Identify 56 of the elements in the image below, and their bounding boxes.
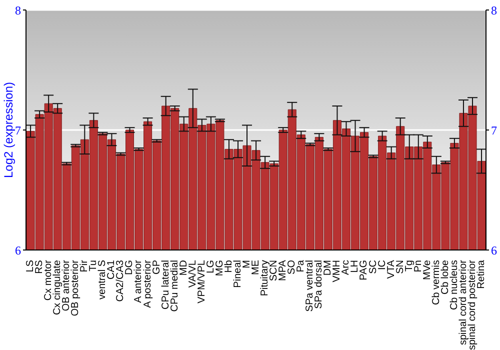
x-tick-label: CPu medial [169,260,180,312]
x-tick-label: Pir [79,259,90,272]
x-tick-label: DG [124,260,136,275]
x-tick-label: GP [151,260,162,274]
y-tick-label: 7 [15,123,21,138]
x-tick-label: VA/VL [187,260,198,288]
x-tick-label: A anterior [133,259,144,303]
x-tick-label: CA2/CA3 [115,260,126,302]
x-tick-label: Cx cingulate [52,260,64,316]
x-tick-label: SO [286,260,298,274]
x-tick-label: Tg [404,260,415,272]
x-tick-label: SC [368,260,379,274]
x-tick-label: CA1 [106,260,118,280]
x-tick-label: LH [350,260,361,273]
y-tick-label: 6 [15,243,21,258]
x-tick-label: RS [34,260,46,274]
x-tick-label: Cb vermis [430,260,442,306]
x-tick-label: spinal cord posterior [466,259,478,350]
x-tick-label: Cb lobe [440,260,451,294]
x-tick-label: CPu lateral [160,260,172,310]
x-tick-label: MG [214,260,226,276]
x-tick-label: Hb [223,260,234,273]
x-tick-label: Pituitary [260,260,271,296]
x-tick-label: Tu [88,260,100,272]
x-tick-label: Retina [476,260,487,289]
x-tick-label: M [241,260,252,268]
x-tick-label: OB posterior [70,259,82,316]
x-tick-label: VPM/VPL [196,260,208,304]
x-tick-label: DM [322,260,334,276]
y-tick-label: 8 [15,3,21,18]
x-tick-label: Pa [296,260,307,272]
x-tick-label: VMH [332,260,343,282]
x-tick-label: VTA [386,260,397,279]
x-tick-label: PAG [358,260,370,280]
x-tick-label: Pineal [232,260,244,288]
x-tick-label: MD [178,260,190,276]
y2-tick-label: 6 [491,243,497,258]
x-tick-label: Pn [412,260,424,272]
x-tick-label: SPa dorsal [314,260,325,309]
x-tick-label: spinal cord anterior [458,259,469,346]
x-tick-label: Arc [340,260,352,275]
x-tick-label: ME [250,260,262,275]
x-tick-label: LG [205,260,216,274]
x-tick-label: SN [394,260,406,274]
x-tick-label: SCN [268,260,280,282]
x-tick-label: MPA [278,260,289,281]
x-tick-label: OB anterior [61,259,72,312]
y-axis-title: Log2 (expression) [1,82,16,178]
x-tick-label: ventral S [97,260,108,300]
y2-tick-label: 8 [491,3,497,18]
y2-tick-label: 7 [491,123,497,138]
x-tick-label: Cb nucleus [448,260,460,310]
x-tick-label: IC [376,260,388,270]
x-tick-label: A posterior [142,259,154,308]
x-tick-label: MVe [422,260,433,280]
x-tick-label: LS [25,260,36,272]
